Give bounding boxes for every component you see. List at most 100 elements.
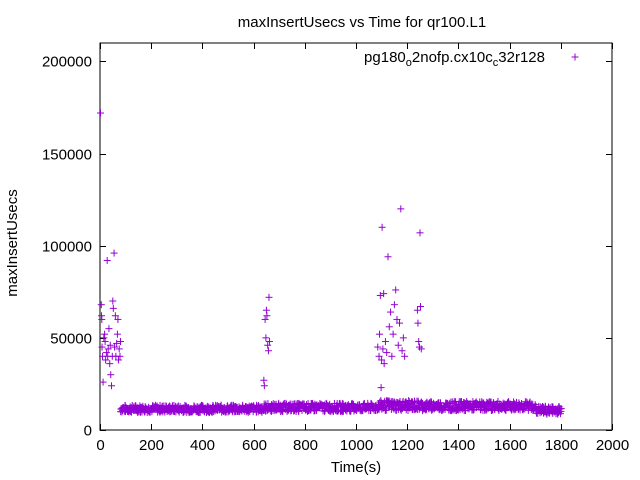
data-point: [380, 290, 388, 298]
data-point: [417, 303, 425, 311]
data-point: [393, 315, 401, 323]
data-point: [379, 345, 387, 353]
plot-border: [99, 42, 613, 431]
data-point: [265, 293, 273, 301]
data-point: [557, 407, 565, 415]
data-point: [105, 325, 113, 333]
legend-text-part: 2nofp.cx10c: [412, 49, 493, 66]
x-axis-ticks: 0 200 400 600 800 1000 1200 1400 1600 1800 2000: [96, 43, 629, 454]
data-point: [378, 356, 386, 364]
data-point: [102, 349, 110, 357]
data-point: [378, 223, 386, 231]
data-point: [146, 408, 154, 416]
data-point: [264, 341, 272, 349]
legend-text-part: c: [493, 57, 499, 69]
y-tick-label: 150000: [42, 147, 92, 164]
data-point: [384, 253, 392, 261]
data-point: [417, 345, 425, 353]
data-point: [113, 330, 121, 338]
x-tick-label: 1000: [340, 437, 373, 454]
legend-plus-marker: [571, 53, 579, 61]
data-point: [390, 301, 398, 309]
legend-text-part: pg180: [364, 49, 406, 66]
data-point: [375, 352, 383, 360]
data-point: [389, 330, 397, 338]
data-point: [413, 306, 421, 314]
data-point: [111, 343, 119, 351]
data-point: [383, 349, 391, 357]
data-point: [399, 334, 407, 342]
data-point: [97, 301, 105, 309]
legend-marker: [571, 53, 579, 61]
data-point: [99, 378, 107, 386]
data-point: [414, 319, 422, 327]
x-tick-label: 1600: [494, 437, 527, 454]
data-point: [380, 360, 388, 368]
data-point: [519, 406, 527, 414]
data-point: [284, 406, 292, 414]
y-axis-label: maxInsertUsecs: [4, 189, 21, 297]
y-tick-label: 0: [84, 423, 92, 440]
data-point: [114, 356, 122, 364]
y-tick-label: 200000: [42, 54, 92, 71]
data-point: [265, 338, 273, 346]
x-tick-label: 200: [139, 437, 164, 454]
data-point: [381, 338, 389, 346]
x-tick-label: 600: [242, 437, 267, 454]
data-point: [109, 304, 117, 312]
data-point: [106, 341, 114, 349]
data-point: [392, 286, 400, 294]
data-point: [262, 334, 270, 342]
data-point: [415, 338, 423, 346]
y-tick-label: 50000: [50, 331, 92, 348]
data-point: [398, 347, 406, 355]
data-point: [109, 297, 117, 305]
data-point: [106, 360, 114, 368]
data-point: [101, 338, 109, 346]
x-tick-label: 2000: [596, 437, 629, 454]
data-point: [111, 312, 119, 320]
y-axis-ticks: 0 50000 100000 150000 200000: [42, 54, 612, 440]
legend-text-part: 32r128: [498, 49, 545, 66]
data-point: [100, 334, 108, 342]
y-tick-label: 100000: [42, 239, 92, 256]
data-point: [416, 229, 424, 237]
data-point: [385, 323, 393, 331]
data-point: [110, 249, 118, 257]
data-point: [115, 345, 123, 353]
data-point: [113, 339, 121, 347]
data-point: [415, 343, 423, 351]
data-point: [388, 352, 396, 360]
data-point: [377, 384, 385, 392]
x-tick-label: 1200: [391, 437, 424, 454]
data-point: [382, 406, 390, 414]
x-tick-label: 1400: [442, 437, 475, 454]
data-point: [98, 343, 106, 351]
data-point: [376, 330, 384, 338]
data-point: [262, 306, 270, 314]
x-tick-label: 800: [293, 437, 318, 454]
data-point: [114, 315, 122, 323]
data-point: [374, 343, 382, 351]
data-point: [104, 345, 112, 353]
x-tick-label: 1800: [545, 437, 578, 454]
chart-title: maxInsertUsecs vs Time for qr100.L1: [238, 14, 486, 31]
data-point: [101, 330, 109, 338]
data-point: [116, 352, 124, 360]
data-point: [98, 315, 106, 323]
data-point: [261, 315, 269, 323]
data-point: [394, 341, 402, 349]
plot-frame: [99, 42, 613, 431]
x-tick-label: 400: [190, 437, 215, 454]
data-point: [387, 308, 395, 316]
data-point: [376, 291, 384, 299]
data-point: [263, 312, 271, 320]
data-point: [397, 205, 405, 213]
legend-series-label: pg180o2nofp.cx10cc32r128: [364, 49, 545, 69]
data-point: [349, 400, 357, 408]
data-point: [401, 352, 409, 360]
data-point: [107, 371, 115, 379]
data-point: [103, 256, 111, 264]
data-point: [116, 338, 124, 346]
